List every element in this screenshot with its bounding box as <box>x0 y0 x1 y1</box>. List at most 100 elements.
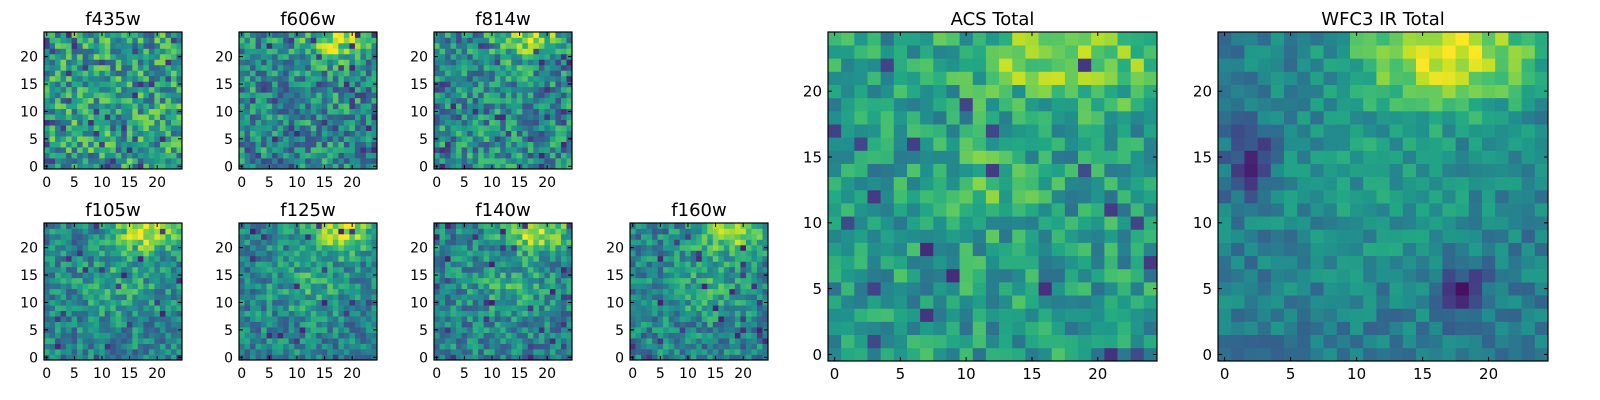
heatmap-cell <box>299 147 306 153</box>
heatmap-cell <box>538 321 545 328</box>
heatmap-cell <box>332 158 339 164</box>
heatmap-cell <box>255 327 262 333</box>
heatmap-cell <box>338 92 345 99</box>
heatmap-cell <box>121 288 128 295</box>
heatmap-cell <box>646 294 653 301</box>
heatmap-cell <box>472 125 479 131</box>
heatmap-cell <box>527 250 534 257</box>
heatmap-cell <box>360 332 367 339</box>
heatmap-cell <box>674 244 681 251</box>
heatmap-cell <box>544 272 551 279</box>
heatmap-cell <box>360 294 367 301</box>
heatmap-cell <box>641 261 647 268</box>
heatmap-cell <box>985 229 1000 243</box>
heatmap-cell <box>332 349 339 355</box>
heatmap-cell <box>354 283 361 290</box>
heatmap-cell <box>288 147 295 153</box>
heatmap-cell <box>365 152 372 159</box>
heatmap-cell <box>439 125 446 131</box>
heatmap-cell <box>55 288 61 295</box>
heatmap-cell <box>734 255 741 262</box>
heatmap-cell <box>999 189 1013 204</box>
heatmap-cell <box>288 327 295 333</box>
heatmap-cell <box>690 233 697 240</box>
heatmap-cell <box>272 130 278 137</box>
heatmap-cell <box>461 97 468 104</box>
heatmap-cell <box>327 48 334 55</box>
heatmap-cell <box>343 125 350 131</box>
heatmap-cell <box>137 158 144 164</box>
heatmap-cell <box>456 119 462 126</box>
heatmap-cell <box>494 147 501 153</box>
heatmap-cell <box>663 299 669 306</box>
heatmap-cell <box>1051 308 1066 322</box>
heatmap-cell <box>505 130 512 137</box>
heatmap-cell <box>250 125 256 131</box>
heatmap-cell <box>283 305 290 312</box>
heatmap-cell <box>244 233 251 240</box>
heatmap-cell <box>305 64 312 71</box>
heatmap-cell <box>450 349 457 355</box>
heatmap-cell <box>906 203 921 217</box>
heatmap-cell <box>652 354 658 361</box>
heatmap-cell <box>828 308 842 322</box>
heatmap-cell <box>250 130 256 137</box>
heatmap-cell <box>126 141 133 148</box>
heatmap-cell <box>77 147 83 153</box>
heatmap-cell <box>77 86 83 93</box>
heatmap-cell <box>176 332 183 339</box>
heatmap-cell <box>360 321 367 328</box>
heatmap-cell <box>450 223 457 229</box>
heatmap-cell <box>104 37 111 44</box>
heatmap-cell <box>467 130 473 137</box>
heatmap-cell <box>560 321 567 328</box>
heatmap-cell <box>88 136 95 142</box>
heatmap-cell <box>338 59 345 66</box>
heatmap-cell <box>880 295 895 309</box>
heatmap-cell <box>841 334 855 349</box>
heatmap-cell <box>338 338 345 344</box>
heatmap-cell <box>354 119 361 126</box>
heatmap-cell <box>154 316 161 322</box>
heatmap-cell <box>560 141 567 148</box>
heatmap-cell <box>511 70 518 77</box>
heatmap-cell <box>1012 282 1026 296</box>
heatmap-cell <box>343 283 350 290</box>
heatmap-cell <box>277 97 284 104</box>
heatmap-cell <box>343 255 350 262</box>
heatmap-cell <box>516 288 523 295</box>
heatmap-cell <box>115 272 122 279</box>
heatmap-cell <box>44 70 50 77</box>
heatmap-cell <box>244 141 251 148</box>
heatmap-cell <box>867 282 881 296</box>
heatmap-cell <box>55 321 61 328</box>
heatmap-cell <box>445 327 451 333</box>
heatmap-cell <box>494 141 501 148</box>
heatmap-cell <box>566 250 573 257</box>
heatmap-cell <box>93 255 100 262</box>
heatmap-cell <box>522 70 529 77</box>
heatmap-cell <box>310 283 317 290</box>
heatmap-cell <box>110 42 117 49</box>
heatmap-cell <box>489 310 496 317</box>
heatmap-cell <box>60 316 67 322</box>
heatmap-cell <box>500 158 507 164</box>
heatmap-cell <box>316 239 323 246</box>
heatmap-cell <box>327 42 334 49</box>
heatmap-cell <box>310 266 317 273</box>
heatmap-cell <box>283 277 290 284</box>
heatmap-cell <box>349 349 356 355</box>
heatmap-cell <box>560 119 567 126</box>
y-tick-label: 10 <box>410 296 428 312</box>
heatmap-cell <box>516 239 523 246</box>
heatmap-cell <box>533 327 540 333</box>
heatmap-cell <box>338 119 345 126</box>
heatmap-cell <box>511 130 518 137</box>
heatmap-cell <box>933 229 947 243</box>
heatmap-cell <box>483 108 490 115</box>
heatmap-cell <box>294 266 301 273</box>
heatmap-cell <box>467 158 473 164</box>
heatmap-cell <box>310 81 317 88</box>
heatmap-cell <box>244 321 251 328</box>
heatmap-cell <box>841 176 855 191</box>
